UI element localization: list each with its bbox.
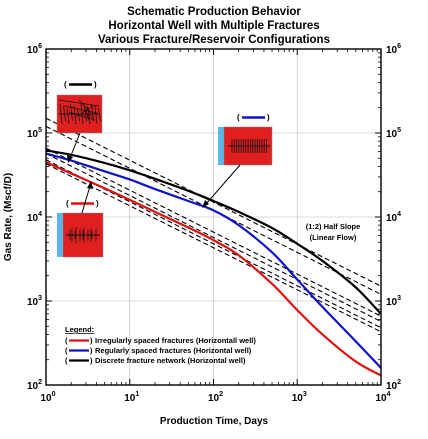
legend-entry-label: Discrete fracture network (Horizontal we… [95, 356, 246, 365]
x-axis-label: Production Time, Days [160, 416, 269, 427]
inset-discrete-paren-close: ) [94, 80, 97, 89]
inset-discrete-network: ( ) [56, 80, 103, 134]
inset-discrete-fracture [68, 111, 96, 121]
inset-discrete-fracture [73, 105, 77, 125]
series-lines [46, 149, 381, 377]
inset-regular-paren-close: ) [267, 113, 270, 122]
fracture-insets: ( ) ( ) ( ) [56, 80, 273, 258]
x-tick-labels: 100 101 102 103 104 [40, 391, 390, 404]
inset-discrete-fracture [73, 105, 94, 119]
legend: Legend: () Irregularly spaced fractures (… [65, 325, 256, 365]
inset-irregular-paren-close: ) [96, 199, 99, 208]
legend-entry-paren-open: ( [65, 356, 68, 365]
chart-title-line-3: Various Fracture/Reservoir Configuration… [98, 34, 330, 46]
inset-regular-pattern [228, 139, 270, 153]
inset-discrete-fracture [63, 105, 98, 114]
y-tick-label-right: 102 [386, 379, 401, 392]
arrowhead-regular [202, 200, 209, 208]
y-tick-label-right: 103 [386, 295, 401, 308]
inset-regular-map-edge [218, 127, 228, 165]
chart-title-line-2: Horizontal Well with Multiple Fractures [108, 20, 319, 32]
inset-discrete-fracture [66, 107, 70, 125]
x-tick-label: 101 [124, 391, 139, 404]
chart-title-line-1: Schematic Production Behavior [127, 6, 301, 18]
half-slope-dashed-line [46, 163, 381, 333]
y-tick-label-left: 102 [27, 379, 42, 392]
arrow-irregular [81, 185, 91, 214]
arrowhead-discrete [67, 155, 73, 163]
plot-frame [45, 48, 382, 386]
series-discrete-line [46, 149, 381, 315]
legend-entry-paren-close: ) [90, 346, 93, 355]
inset-discrete-fracture [78, 99, 92, 114]
y-tick-labels-right: 102 103 104 105 106 [386, 43, 401, 392]
legend-entry-paren-open: ( [65, 346, 68, 355]
inset-regular-paren-open: ( [237, 113, 240, 122]
y-tick-labels-left: 102 103 104 105 106 [27, 43, 42, 392]
y-tick-label-right: 104 [386, 211, 401, 224]
inset-discrete-fracture [83, 105, 90, 121]
half-slope-annotation-line-1: (1:2) Half Slope [306, 222, 361, 231]
half-slope-dashed-line [46, 117, 381, 287]
arrow-regular [205, 164, 241, 205]
series-regular-line [46, 152, 381, 369]
legend-entry-label: Irregularly spaced fractures (Horizontal… [95, 336, 256, 345]
legend-entry-paren-close: ) [90, 356, 93, 365]
y-tick-label-left: 104 [27, 211, 42, 224]
inset-regular-spacing: ( ) [218, 113, 273, 166]
arrowhead-irregular [87, 181, 93, 189]
legend-entry-paren-open: ( [65, 336, 68, 345]
half-slope-dashed-line [46, 153, 381, 322]
y-tick-label-left: 106 [27, 43, 42, 56]
legend-entry-label: Regularly spaced fractures (Horizontal w… [95, 346, 252, 355]
inset-irregular-spacing: ( ) [57, 199, 104, 258]
inset-discrete-fracture [94, 105, 98, 125]
y-tick-label-right: 106 [386, 43, 401, 56]
y-tick-label-left: 103 [27, 295, 42, 308]
x-tick-label: 100 [40, 391, 55, 404]
inset-discrete-fracture [86, 105, 90, 113]
inset-discrete-pattern [58, 99, 101, 125]
half-slope-annotation-line-2: (Linear Flow) [310, 233, 357, 242]
series-irregular-line [46, 161, 381, 377]
inset-irregular-paren-open: ( [66, 199, 69, 208]
legend-title: Legend: [65, 325, 94, 334]
x-tick-label: 102 [208, 391, 223, 404]
inset-discrete-fracture [58, 99, 100, 107]
y-tick-label-right: 105 [386, 127, 401, 140]
legend-entry-paren-close: ) [90, 336, 93, 345]
inset-irregular-map-edge [57, 213, 67, 257]
y-axis-label: Gas Rate, (Mscf/D) [3, 173, 14, 261]
arrow-discrete [69, 132, 81, 159]
inset-irregular-pattern [66, 227, 100, 243]
half-slope-dashed-line [46, 147, 381, 317]
x-tick-label: 104 [375, 391, 390, 404]
half-slope-dashed-line [46, 159, 381, 329]
inset-discrete-paren-open: ( [64, 80, 67, 89]
y-tick-label-left: 105 [27, 127, 42, 140]
x-tick-label: 103 [292, 391, 307, 404]
grid-lines [46, 49, 381, 385]
